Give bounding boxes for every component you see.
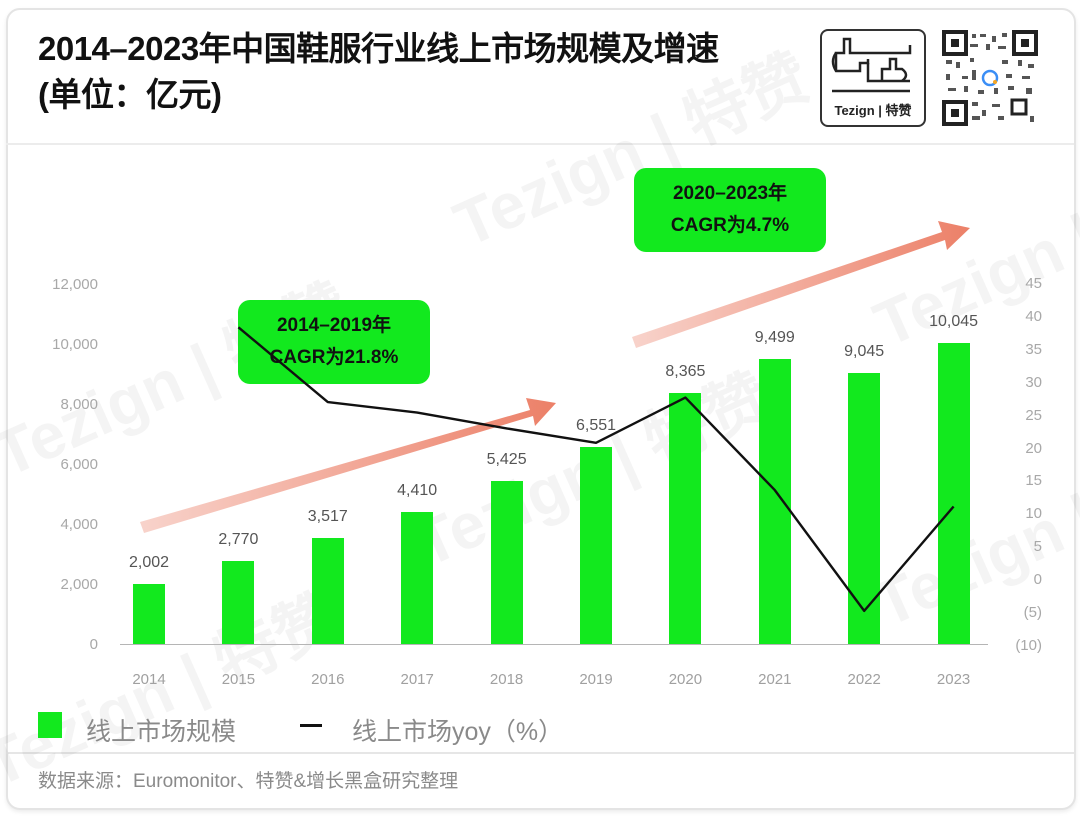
bar-2023 (937, 342, 970, 644)
right-axis-tick: 40 (1025, 308, 1042, 325)
bar-2021 (758, 359, 791, 644)
cagr-callout-2020-2023: 2020–2023年 CAGR为4.7% (634, 168, 826, 252)
x-axis-tick: 2016 (311, 671, 345, 688)
callout-period: 2020–2023年 (672, 183, 788, 204)
left-axis-tick: 12,000 (52, 276, 98, 293)
bar-2018 (490, 481, 523, 644)
left-axis-tick: 0 (89, 636, 98, 653)
right-axis-tick: (5) (1023, 604, 1042, 621)
bar-value-label: 2,770 (218, 530, 259, 548)
footer-divider (6, 752, 1074, 754)
right-axis-tick: (10) (1015, 637, 1042, 654)
left-axis-tick: 2,000 (60, 576, 98, 593)
x-axis-tick: 2017 (400, 671, 434, 688)
bar-2015 (222, 560, 255, 644)
left-axis-tick: 10,000 (52, 336, 98, 353)
right-axis-tick: 35 (1025, 341, 1042, 358)
x-axis-tick: 2020 (668, 671, 703, 688)
right-axis-tick: 15 (1025, 472, 1042, 489)
x-axis-tick: 2014 (132, 671, 166, 688)
x-axis-tick: 2018 (489, 671, 524, 688)
bar-2014 (133, 583, 165, 644)
header-divider (6, 143, 1074, 145)
bar-2020 (669, 393, 702, 644)
right-axis-tick: 5 (1033, 538, 1042, 555)
x-axis-tick: 2021 (758, 671, 792, 688)
x-axis-tick: 2019 (579, 671, 613, 688)
bar-2017 (401, 511, 434, 644)
bar-value-label: 8,365 (665, 363, 706, 381)
yoy-line (237, 326, 955, 613)
callout-cagr: CAGR为21.8% (269, 347, 399, 368)
bar-value-label: 4,410 (397, 481, 438, 499)
trend-arrow-2020-2023 (632, 221, 970, 348)
bar-value-label: 5,425 (486, 451, 527, 469)
x-axis-tick: 2023 (936, 671, 971, 688)
x-axis-tick: 2015 (221, 671, 256, 688)
legend-bar-label: 线上市场规模 (86, 718, 237, 746)
bar-value-label: 9,499 (754, 329, 795, 347)
callout-period: 2014–2019年 (276, 315, 392, 336)
right-axis-tick: 0 (1033, 571, 1042, 588)
callout-cagr: CAGR为4.7% (670, 215, 790, 236)
tezign-logo: Tezign | 特赞 (820, 29, 926, 127)
right-axis-tick: 25 (1025, 407, 1042, 424)
right-axis-tick: 30 (1025, 374, 1042, 391)
right-axis-tick: 45 (1025, 275, 1042, 292)
x-axis-line (120, 644, 988, 645)
left-axis-tick: 8,000 (60, 396, 98, 413)
chart-title: 2014–2023年中国鞋服行业线上市场规模及增速 (单位：亿元) (38, 30, 719, 113)
legend-line-label: 线上市场yoy（%） (352, 718, 564, 746)
right-axis-tick: 10 (1025, 505, 1042, 522)
bar-value-label: 10,045 (929, 312, 979, 330)
data-source: 数据来源：Euromonitor、特赞&增长黑盒研究整理 (38, 771, 459, 792)
bar-value-label: 6,551 (575, 417, 617, 435)
bar-value-label: 2,002 (128, 553, 170, 571)
bar-value-label: 3,517 (307, 508, 348, 526)
logo-text: Tezign | 特赞 (834, 103, 912, 118)
left-axis-tick: 6,000 (60, 456, 98, 473)
right-axis-tick: 20 (1025, 440, 1042, 457)
legend-line-swatch (300, 724, 322, 727)
legend-bar-swatch (38, 712, 62, 738)
thumbs-up-icon (831, 37, 912, 93)
bar-2016 (311, 538, 344, 644)
bar-2019 (580, 447, 612, 644)
qr-code-icon (942, 30, 1038, 126)
bar-value-label: 9,045 (844, 342, 885, 360)
trend-arrow-2014-2019 (140, 398, 556, 533)
left-axis-tick: 4,000 (60, 516, 98, 533)
x-axis-tick: 2022 (847, 671, 881, 688)
cagr-callout-2014-2019: 2014–2019年 CAGR为21.8% (238, 300, 430, 384)
